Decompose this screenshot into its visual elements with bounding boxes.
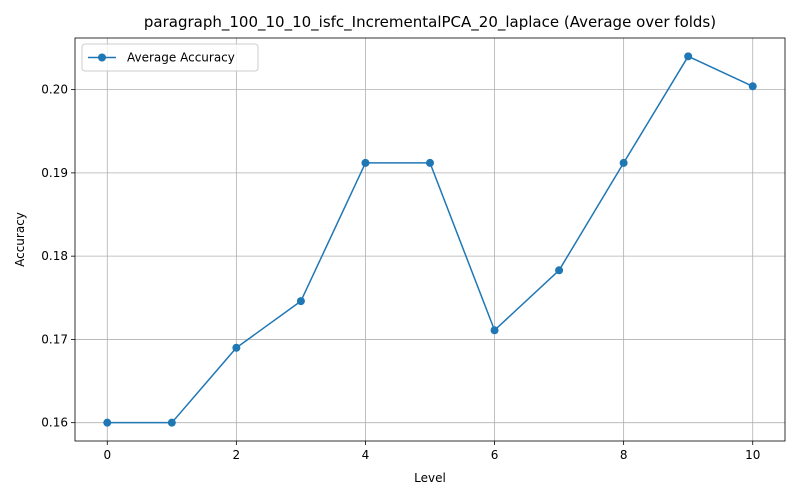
data-point <box>167 418 176 427</box>
x-tick-label: 4 <box>362 448 370 462</box>
data-point <box>684 52 693 61</box>
y-tick-label: 0.18 <box>41 249 68 263</box>
x-axis-label: Level <box>414 471 446 485</box>
x-tick-label: 10 <box>745 448 760 462</box>
data-point <box>232 343 241 352</box>
y-tick-label: 0.20 <box>41 83 68 97</box>
legend-box <box>81 43 259 72</box>
data-point <box>426 158 434 167</box>
x-tick-label: 8 <box>620 448 628 462</box>
data-point <box>490 326 499 335</box>
y-tick-label: 0.19 <box>41 166 68 180</box>
x-tick-label: 2 <box>233 448 241 462</box>
legend-marker-swatch <box>98 53 106 62</box>
data-point <box>555 266 564 275</box>
data-point <box>103 418 112 427</box>
data-point <box>748 82 757 91</box>
series-layer <box>103 52 757 427</box>
y-tick-label: 0.17 <box>41 332 68 346</box>
y-axis-label: Accuracy <box>13 212 27 267</box>
x-tick-label: 0 <box>103 448 111 462</box>
data-point <box>619 158 628 167</box>
y-tick-label: 0.16 <box>41 416 68 430</box>
chart-title: paragraph_100_10_10_isfc_IncrementalPCA_… <box>144 13 716 32</box>
legend: Average Accuracy <box>81 43 259 72</box>
grid-lines <box>75 38 785 441</box>
axis-ticks: 0 2 4 6 8 10 0.16 0.17 0.18 0.19 0.20 <box>41 83 760 462</box>
x-tick-label: 6 <box>491 448 499 462</box>
legend-label: Average Accuracy <box>127 51 235 65</box>
data-point <box>361 158 370 167</box>
data-point <box>296 297 305 306</box>
plot-frame <box>74 37 786 442</box>
